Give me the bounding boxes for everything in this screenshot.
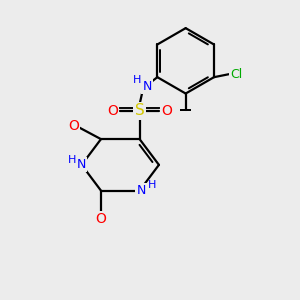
Text: Cl: Cl [230, 68, 242, 81]
Text: O: O [161, 104, 172, 118]
Text: O: O [68, 119, 79, 133]
Text: H: H [132, 75, 141, 85]
Text: O: O [95, 212, 106, 226]
Text: S: S [135, 103, 145, 118]
Text: O: O [107, 104, 118, 118]
Text: H: H [68, 154, 76, 164]
Text: N: N [77, 158, 86, 171]
Text: N: N [142, 80, 152, 93]
Text: N: N [136, 184, 146, 197]
Text: H: H [148, 180, 156, 190]
